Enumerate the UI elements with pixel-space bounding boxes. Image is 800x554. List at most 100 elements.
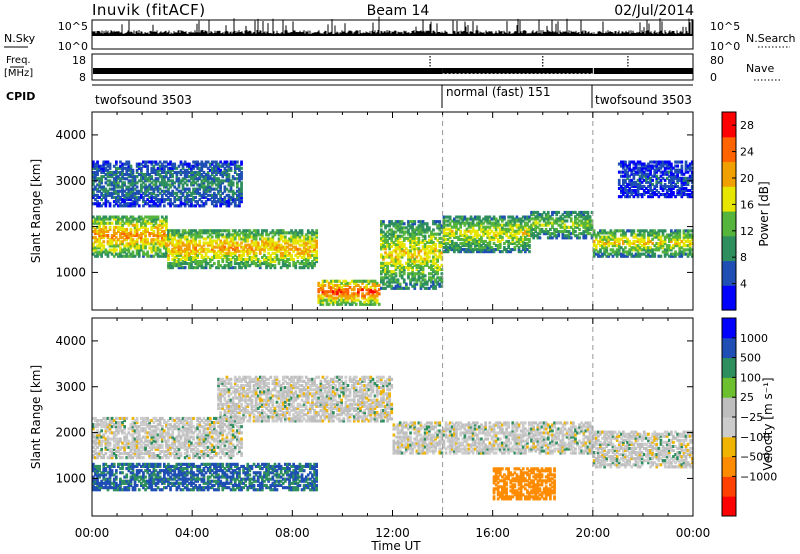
echo-cell: [636, 229, 640, 233]
echo-cell: [417, 226, 421, 230]
echo-cell: [551, 232, 554, 236]
echo-cell: [156, 240, 160, 244]
echo-cell: [457, 248, 460, 252]
echo-cell: [231, 247, 235, 251]
echo-cell: [465, 239, 469, 243]
echo-cell: [177, 195, 181, 199]
echo-cell: [202, 257, 206, 261]
echo-cell: [148, 175, 151, 179]
echo-cell: [398, 265, 402, 269]
echo-cell: [240, 195, 243, 199]
echo-cell: [309, 255, 312, 259]
echo-cell: [140, 234, 143, 238]
echo-cell: [567, 230, 571, 234]
echo-cell: [236, 204, 239, 208]
echo-cell: [459, 215, 462, 219]
echo-cell: [634, 239, 638, 243]
echo-cell: [140, 170, 143, 174]
echo-cell: [154, 170, 158, 174]
echo-cell: [121, 232, 124, 236]
echo-cell: [634, 164, 638, 168]
echo-cell: [177, 233, 181, 237]
echo-cell: [281, 255, 285, 259]
echo-cell: [380, 224, 383, 228]
echo-cell: [185, 237, 189, 241]
echo-cell: [413, 272, 417, 276]
echo-cell: [271, 231, 275, 235]
echo-cell: [605, 231, 609, 235]
echo-cell: [94, 193, 97, 197]
echo-cell: [647, 195, 650, 199]
echo-cell: [179, 160, 183, 164]
echo-cell: [217, 255, 220, 259]
echo-cell: [417, 263, 421, 267]
echo-cell: [183, 198, 187, 202]
echo-cell: [206, 166, 210, 170]
echo-cell: [513, 231, 517, 235]
echo-cell: [123, 248, 126, 252]
echo-cell: [225, 164, 229, 168]
echo-cell: [198, 251, 202, 255]
echo-cell: [261, 247, 264, 251]
echo-cell: [240, 253, 243, 257]
echo-cell: [269, 243, 273, 247]
echo-cell: [400, 247, 404, 251]
echo-cell: [281, 245, 285, 249]
echo-cell: [476, 235, 479, 239]
echo-cell: [620, 233, 623, 237]
echo-cell: [636, 237, 640, 241]
echo-cell: [398, 245, 402, 249]
echo-cell: [432, 234, 435, 238]
echo-cell: [146, 240, 149, 244]
echo-cell: [415, 226, 419, 230]
echo-cell: [444, 244, 448, 248]
echo-cell: [206, 262, 210, 266]
echo-cell: [382, 230, 385, 234]
echo-cell: [486, 231, 490, 235]
echo-cell: [190, 255, 193, 259]
echo-cell: [96, 244, 99, 248]
echo-cell: [233, 253, 237, 257]
echo-cell: [117, 185, 120, 189]
echo-cell: [279, 255, 283, 259]
echo-cell: [194, 189, 197, 193]
echo-cell: [277, 231, 281, 235]
echo-cell: [152, 242, 156, 246]
echo-cell: [104, 189, 108, 193]
echo-cell: [284, 260, 287, 264]
echo-cell: [642, 237, 646, 241]
echo-cell: [242, 262, 245, 266]
echo-cell: [503, 229, 506, 233]
echo-cell: [129, 164, 133, 168]
echo-cell: [659, 174, 663, 178]
echo-cell: [640, 252, 644, 256]
echo-cell: [409, 259, 412, 263]
echo-cell: [127, 217, 131, 221]
echo-cell: [94, 456, 97, 460]
echo-cell: [672, 186, 675, 190]
echo-cell: [411, 240, 414, 244]
echo-cell: [169, 166, 172, 170]
echo-cell: [446, 246, 450, 250]
echo-cell: [613, 239, 617, 243]
echo-cell: [446, 248, 450, 252]
echo-cell: [546, 230, 550, 234]
echo-cell: [338, 290, 341, 294]
echo-cell: [112, 254, 116, 258]
echo-cell: [144, 164, 147, 168]
echo-cell: [617, 182, 621, 186]
echo-cell: [177, 177, 181, 181]
echo-cell: [655, 178, 659, 182]
echo-cell: [160, 229, 164, 233]
echo-cell: [206, 187, 210, 191]
echo-cell: [231, 195, 235, 199]
echo-cell: [438, 255, 442, 259]
echo-cell: [219, 200, 222, 204]
echo-cell: [551, 223, 554, 227]
echo-cell: [173, 264, 177, 268]
echo-cell: [265, 245, 268, 249]
echo-cell: [530, 210, 533, 214]
echo-cell: [640, 229, 644, 233]
echo-cell: [302, 247, 306, 251]
echo-cell: [361, 302, 364, 306]
